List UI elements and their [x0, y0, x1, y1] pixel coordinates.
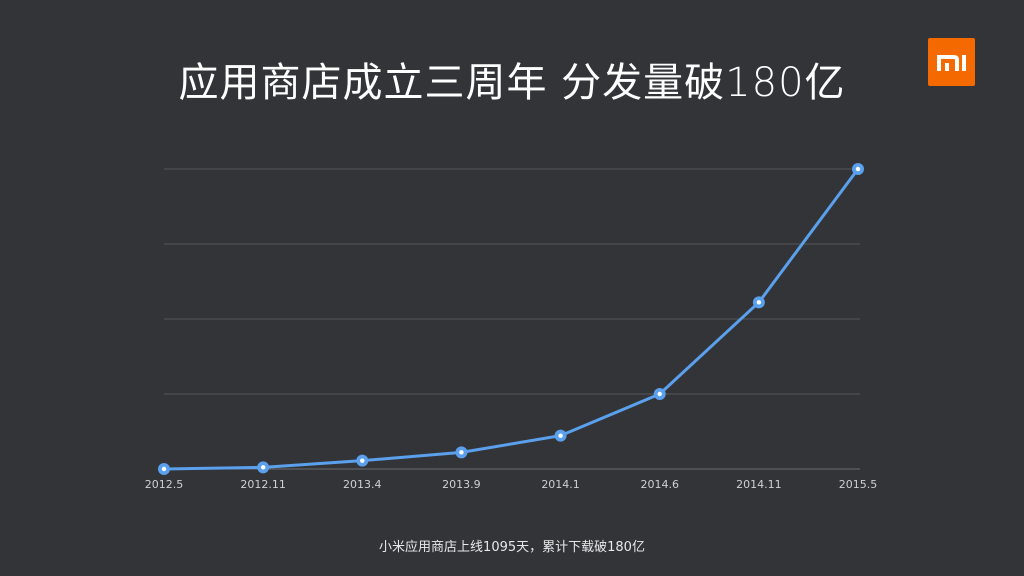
series-line — [163, 168, 860, 471]
x-tick-label: 2013.4 — [343, 478, 382, 491]
data-point-center — [756, 300, 762, 305]
data-point-center — [260, 465, 266, 470]
x-tick-label: 2012.5 — [145, 478, 184, 491]
x-tick-label: 2014.11 — [736, 478, 782, 491]
data-point-center — [558, 433, 563, 438]
x-tick-label: 2012.11 — [240, 478, 286, 491]
data-point-center — [855, 166, 861, 172]
data-point-center — [360, 458, 365, 463]
x-tick-label: 2015.5 — [839, 478, 878, 491]
x-tick-label: 2014.6 — [640, 478, 679, 491]
x-tick-label: 2014.1 — [541, 478, 580, 491]
chart-caption: 小米应用商店上线1095天，累计下载破180亿 — [379, 540, 645, 555]
data-point-center — [459, 450, 464, 455]
chart-title: 应用商店成立三周年 分发量破180亿 — [178, 60, 846, 106]
x-tick-label: 2013.9 — [442, 478, 481, 491]
data-point-center — [657, 391, 662, 397]
mi-logo — [928, 38, 975, 86]
data-point-center — [161, 466, 167, 472]
